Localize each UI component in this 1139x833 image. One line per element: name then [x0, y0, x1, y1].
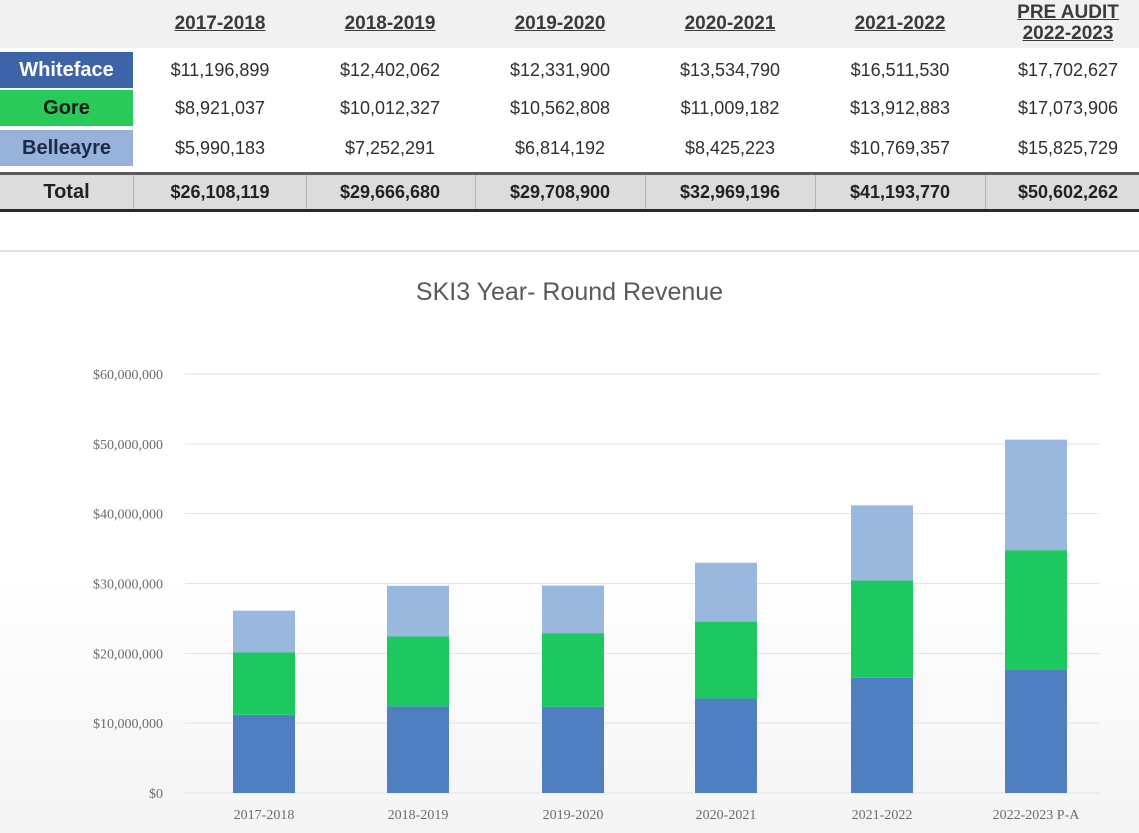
x-tick-label: 2022-2023 P-A [993, 808, 1081, 823]
bar-belleayre [387, 585, 449, 637]
bar-belleayre [1005, 439, 1067, 551]
y-tick-label: $60,000,000 [93, 368, 163, 383]
column-separator [645, 175, 646, 209]
column-separator [306, 175, 307, 209]
bar-whiteface [851, 677, 913, 793]
row-label-belleayre: Belleayre [0, 130, 133, 166]
table-cell: $10,562,808 [509, 97, 611, 118]
table-cell: $10,012,327 [339, 97, 441, 118]
table-cell: $17,702,627 [1017, 59, 1119, 80]
table-cell: $13,534,790 [679, 59, 781, 80]
column-separator [475, 175, 476, 209]
bar-gore [542, 633, 604, 707]
column-separator [985, 175, 986, 209]
total-label: Total [43, 180, 90, 203]
table-cell: $5,990,183 [174, 137, 266, 158]
table-cell: $6,814,192 [514, 137, 606, 158]
table-cell: $17,073,906 [1017, 97, 1119, 118]
table-cell: $8,425,223 [684, 137, 776, 158]
chart-title: SKI3 Year- Round Revenue [415, 278, 724, 306]
table-cell: $13,912,883 [849, 97, 951, 118]
table-cell: $7,252,291 [344, 137, 436, 158]
y-tick-label: $10,000,000 [93, 717, 163, 732]
bar-gore [233, 652, 295, 715]
table-header-band [0, 0, 1139, 48]
x-tick-label: 2020-2021 [696, 808, 757, 823]
total-cell: $32,969,196 [679, 181, 781, 202]
section-divider [0, 250, 1139, 252]
column-header: 2019-2020 [514, 12, 606, 34]
column-separator [133, 175, 134, 209]
bar-whiteface [1005, 669, 1067, 793]
y-tick-label: $0 [149, 787, 163, 802]
bar-gore [851, 580, 913, 678]
bar-whiteface [233, 714, 295, 793]
table-cell: $12,402,062 [339, 59, 441, 80]
total-cell: $29,666,680 [339, 181, 441, 202]
y-tick-label: $30,000,000 [93, 578, 163, 593]
revenue-table: 2017-2018 2018-2019 2019-2020 2020-2021 2021… [0, 0, 1139, 232]
bar-belleayre [695, 562, 757, 622]
column-header: 2017-2018 [174, 12, 266, 34]
table-cell: $8,921,037 [174, 97, 266, 118]
total-cell: $26,108,119 [170, 181, 270, 202]
total-cell: $41,193,770 [849, 181, 951, 202]
total-cell: $29,708,900 [509, 181, 611, 202]
bar-whiteface [695, 698, 757, 793]
bar-belleayre [851, 505, 913, 581]
column-header-line: PRE AUDIT [1017, 2, 1119, 23]
column-header: PRE AUDIT 2022-2023 [988, 0, 1139, 46]
bar-belleayre [233, 610, 295, 653]
x-tick-label: 2021-2022 [852, 808, 913, 823]
table-cell: $12,331,900 [509, 59, 611, 80]
x-tick-label: 2018-2019 [388, 808, 449, 823]
column-separator [815, 175, 816, 209]
column-header-line: 2022-2023 [1022, 23, 1114, 44]
bar-gore [1005, 550, 1067, 670]
y-tick-label: $20,000,000 [93, 647, 163, 662]
revenue-chart-panel: SKI3 Year- Round Revenue $0 $10,000,000 $2… [0, 256, 1139, 833]
bar-belleayre [542, 585, 604, 634]
row-label-whiteface: Whiteface [0, 52, 133, 88]
table-cell: $15,825,729 [1017, 137, 1119, 158]
table-cell: $10,769,357 [849, 137, 951, 158]
x-tick-label: 2017-2018 [234, 808, 295, 823]
column-header: 2018-2019 [344, 12, 436, 34]
bar-whiteface [387, 706, 449, 793]
column-header: 2020-2021 [684, 12, 776, 34]
y-tick-label: $40,000,000 [93, 508, 163, 523]
total-row: Total $26,108,119 $29,666,680 $29,708,900 $3… [0, 172, 1139, 212]
y-tick-label: $50,000,000 [93, 438, 163, 453]
bar-gore [387, 636, 449, 707]
x-tick-label: 2019-2020 [543, 808, 604, 823]
column-header: 2021-2022 [854, 12, 946, 34]
table-cell: $11,196,899 [170, 59, 270, 80]
revenue-chart: $0 $10,000,000 $20,000,000 $30,000,000 $40,0… [93, 368, 1100, 823]
bar-whiteface [542, 706, 604, 793]
row-label-gore: Gore [0, 90, 133, 126]
table-cell: $11,009,182 [680, 97, 780, 118]
bar-gore [695, 621, 757, 699]
table-cell: $16,511,530 [850, 59, 950, 80]
total-cell: $50,602,262 [1017, 181, 1119, 202]
